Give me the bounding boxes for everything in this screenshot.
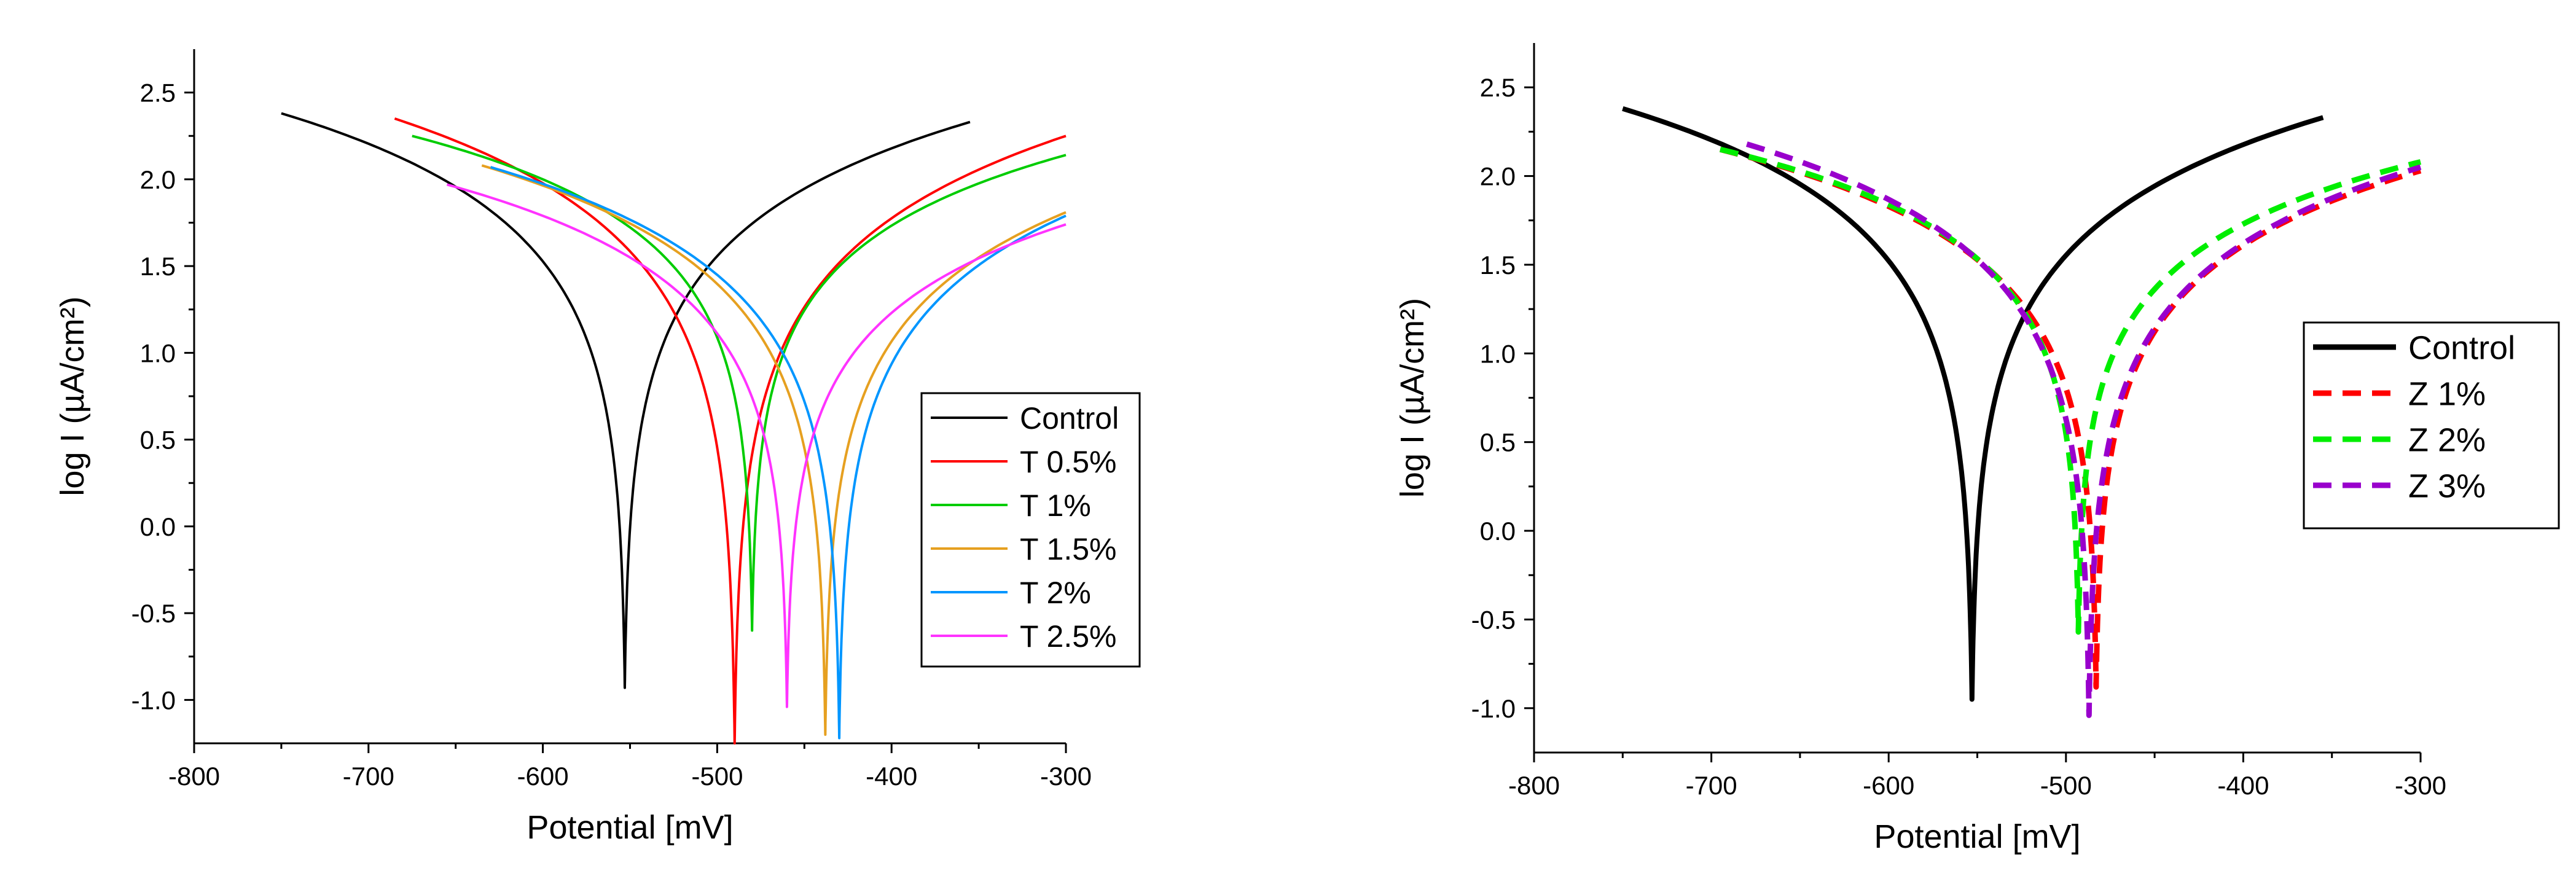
y-tick-label: 1.0 — [1480, 339, 1516, 368]
y-tick-label: 0.0 — [1480, 517, 1516, 546]
y-tick-label: 1.0 — [140, 338, 176, 367]
x-tick-label: -700 — [1686, 771, 1737, 800]
x-tick-label: -400 — [866, 762, 917, 791]
series-line-1 — [1622, 106, 2324, 702]
y-tick-label: 0.5 — [1480, 428, 1516, 457]
series-line-6 — [446, 183, 1067, 708]
legend-box — [2303, 321, 2560, 530]
legend-label: Z 2% — [2408, 421, 2486, 458]
legend-box — [920, 392, 1141, 668]
x-axis-label: Potential [mV] — [1874, 818, 2080, 855]
y-axis-label: log I (µA/cm²) — [1394, 298, 1431, 498]
legend-label: T 0.5% — [1020, 445, 1117, 479]
x-tick-label: -800 — [168, 762, 220, 791]
y-tick-label: -1.0 — [1471, 694, 1516, 723]
legend-label: T 1.5% — [1020, 532, 1117, 566]
legend-label: Control — [2408, 329, 2515, 366]
legend-label: Control — [1020, 401, 1119, 436]
chart-2: -800 -700 -600 -500 -400 -300 2.5 2.0 1.5 1.0 0.5 0… — [1394, 43, 2560, 855]
x-tick-label: -300 — [1040, 762, 1092, 791]
legend-label: T 2% — [1020, 576, 1091, 610]
y-tick-label: -0.5 — [131, 599, 176, 628]
x-tick-label: -700 — [343, 762, 394, 791]
series-line-2 — [394, 117, 1067, 745]
x-tick-label: -600 — [517, 762, 569, 791]
legend-label: Z 3% — [2408, 467, 2486, 504]
y-tick-label: 2.5 — [140, 79, 176, 108]
y-tick-label: -0.5 — [1471, 605, 1516, 634]
legend: Control T 0.5% T 1% T 1.5% T 2% T 2.5% — [920, 392, 1141, 668]
y-tick-label: 0.0 — [140, 512, 176, 541]
x-tick-label: -500 — [2040, 771, 2092, 800]
x-tick-label: -800 — [1508, 771, 1560, 800]
x-tick-label: -400 — [2217, 771, 2269, 800]
legend-label: T 1% — [1020, 488, 1091, 523]
x-tick-label: -300 — [2395, 771, 2446, 800]
y-tick-label: 2.0 — [140, 165, 176, 194]
x-tick-label: -500 — [691, 762, 743, 791]
legend-label: Z 1% — [2408, 375, 2486, 412]
legend-label: T 2.5% — [1020, 619, 1117, 654]
y-tick-label: 1.5 — [140, 252, 176, 281]
x-tick-label: -600 — [1863, 771, 1914, 800]
series-line-4 — [1745, 141, 2422, 718]
chart-1: -800 -700 -600 -500 -400 -300 2.5 2.0 1.5 1.0 0.5 0… — [54, 49, 1141, 846]
y-tick-label: 2.0 — [1480, 162, 1516, 191]
y-axis-label: log I (µA/cm²) — [54, 296, 91, 496]
legend: Control Z 1% Z 2% Z 3% — [2303, 321, 2560, 530]
series-line-5 — [490, 166, 1067, 740]
y-tick-label: 2.5 — [1480, 73, 1516, 102]
y-tick-label: 0.5 — [140, 426, 176, 455]
y-tick-label: 1.5 — [1480, 251, 1516, 280]
y-tick-label: -1.0 — [131, 686, 176, 714]
series-line-1 — [281, 112, 971, 689]
series-line-4 — [481, 164, 1067, 736]
x-axis-label: Potential [mV] — [527, 809, 733, 846]
